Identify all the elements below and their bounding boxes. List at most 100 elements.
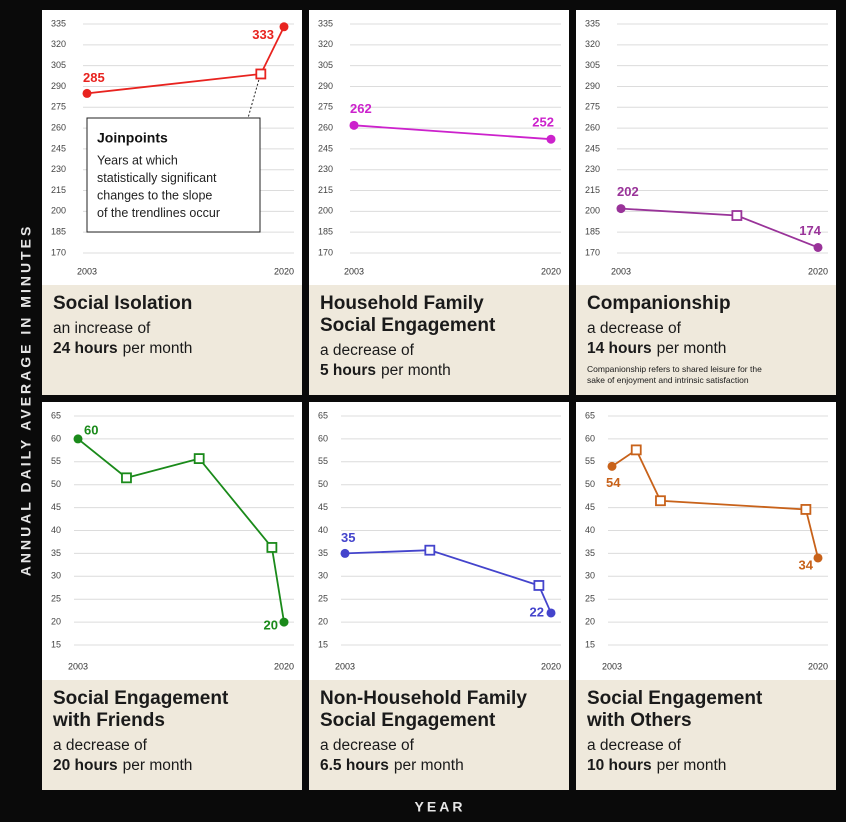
change-text: a decrease of	[320, 342, 414, 359]
chart: 335 320 305 290 275 260 245 230 215 200 185 170 2003…	[42, 10, 302, 285]
y-tick-label: 290	[51, 81, 66, 91]
y-tick-label: 60	[51, 433, 61, 443]
caption: Non-Household Family Social Engagement a d…	[309, 680, 569, 790]
amount-suffix: per month	[122, 340, 193, 357]
y-tick-label: 260	[51, 122, 66, 132]
annotation-box	[86, 117, 261, 233]
y-tick-label: 335	[318, 18, 333, 28]
amount: 24 hours	[53, 340, 118, 357]
caption: Companionship a decrease of 14 hours per mo…	[576, 285, 836, 395]
y-tick-label: 290	[318, 81, 333, 91]
chart: 65 60 55 50 45 40 35 30 25 20 15 2003 2020 54 34	[576, 402, 836, 680]
amount-suffix: per month	[122, 757, 193, 774]
end-point	[616, 204, 626, 214]
end-point	[349, 120, 359, 130]
y-tick-label: 55	[51, 456, 61, 466]
chart: 335 320 305 290 275 260 245 230 215 200 185 170 2003…	[309, 10, 569, 285]
y-tick-label: 335	[51, 18, 66, 28]
change-amount: 10 hours per month	[587, 756, 826, 776]
change-text: a decrease of	[587, 320, 681, 337]
caption: Social Engagement with Others a decrease o…	[576, 680, 836, 790]
change-amount: 20 hours per month	[53, 756, 292, 776]
joinpoint	[533, 580, 545, 591]
x-tick-label: 2020	[808, 266, 828, 276]
caption-title: Household Family Social Engagement	[320, 293, 559, 337]
caption-title-line: Social Engagement	[320, 315, 496, 336]
x-tick-label: 2003	[602, 661, 622, 671]
y-tick-label: 185	[51, 227, 66, 237]
y-tick-label: 215	[318, 185, 333, 195]
caption-title-line: with Others	[587, 710, 692, 731]
end-point	[279, 617, 289, 627]
trend-line	[620, 207, 819, 249]
caption-title: Social Engagement with Others	[587, 688, 826, 732]
y-tick-label: 35	[51, 548, 61, 558]
annotation-text: Years at which	[97, 153, 178, 167]
caption: Household Family Social Engagement a decre…	[309, 285, 569, 395]
y-tick-label: 25	[51, 594, 61, 604]
y-tick-label: 60	[585, 433, 595, 443]
joinpoint	[121, 472, 132, 484]
annotation-text: of the trendlines occur	[97, 206, 220, 220]
caption-title-line: Social Engagement	[53, 688, 229, 709]
y-tick-label: 45	[51, 502, 61, 512]
trend-line	[344, 549, 552, 614]
value-label: 35	[341, 530, 355, 545]
y-tick-label: 65	[51, 410, 61, 420]
joinpoint	[655, 495, 666, 507]
y-tick-label: 215	[585, 185, 600, 195]
end-point	[279, 22, 289, 32]
chart: 65 60 55 50 45 40 35 30 25 20 15 2003 2020 35 22	[309, 402, 569, 680]
end-point	[546, 608, 556, 618]
panel: 65 60 55 50 45 40 35 30 25 20 15 2003 2020 54 34 Social…	[576, 402, 836, 790]
annotation-leader	[247, 79, 260, 119]
y-tick-label: 15	[585, 639, 595, 649]
caption-title-line: Non-Household Family	[320, 688, 527, 709]
caption-title: Social Engagement with Friends	[53, 688, 292, 732]
x-tick-label: 2003	[77, 266, 97, 276]
y-tick-label: 335	[585, 18, 600, 28]
y-tick-label: 55	[318, 456, 328, 466]
joinpoint	[266, 542, 278, 553]
joinpoint	[255, 68, 267, 80]
y-tick-label: 15	[318, 639, 328, 649]
value-label: 202	[617, 184, 639, 199]
y-tick-label: 25	[585, 594, 595, 604]
y-tick-label: 320	[585, 39, 600, 49]
caption-title-line: with Friends	[53, 710, 165, 731]
x-tick-label: 2003	[68, 661, 88, 671]
value-label: 252	[532, 115, 554, 130]
x-tick-label: 2020	[541, 661, 561, 671]
change-amount: 24 hours per month	[53, 339, 292, 359]
value-label: 34	[799, 557, 814, 572]
panel: 335 320 305 290 275 260 245 230 215 200 185 170 2003…	[42, 10, 302, 395]
change-text: an increase of	[53, 320, 151, 337]
value-label: 174	[799, 223, 821, 238]
y-tick-label: 20	[585, 616, 595, 626]
y-tick-label: 40	[51, 525, 61, 535]
change-amount: 5 hours per month	[320, 361, 559, 381]
amount: 5 hours	[320, 362, 376, 379]
y-tick-label: 15	[51, 639, 61, 649]
y-tick-label: 30	[318, 571, 328, 581]
y-tick-label: 230	[51, 164, 66, 174]
y-tick-label: 50	[318, 479, 328, 489]
y-tick-label: 55	[585, 456, 595, 466]
annotation-text: changes to the slope	[97, 188, 212, 202]
y-tick-label: 170	[585, 247, 600, 257]
change-text: a decrease of	[587, 737, 681, 754]
end-point	[546, 134, 556, 144]
amount: 6.5 hours	[320, 757, 389, 774]
y-tick-label: 45	[318, 502, 328, 512]
amount-suffix: per month	[380, 362, 451, 379]
annotation-title: Joinpoints	[97, 130, 168, 146]
caption-title-line: Social Engagement	[320, 710, 496, 731]
value-label: 20	[264, 618, 278, 633]
amount-suffix: per month	[393, 757, 464, 774]
y-axis-title: ANNUAL DAILY AVERAGE IN MINUTES	[18, 224, 34, 577]
y-tick-label: 245	[51, 143, 66, 153]
y-tick-label: 170	[51, 247, 66, 257]
y-tick-label: 230	[318, 164, 333, 174]
chart: 335 320 305 290 275 260 245 230 215 200 185 170 2003…	[576, 10, 836, 285]
